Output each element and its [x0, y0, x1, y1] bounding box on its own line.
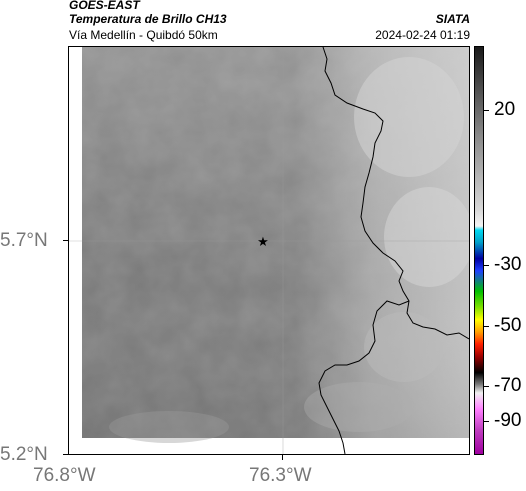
star-icon: ★: [257, 235, 269, 250]
colorbar-tick-minus50: -50: [494, 315, 522, 336]
agency-label: SIATA: [435, 12, 470, 26]
timestamp-label: 2024-02-24 01:19: [375, 28, 470, 42]
graticule: [69, 47, 469, 454]
lon-tickmark-2: [282, 455, 283, 460]
colorbar: [474, 46, 484, 455]
lat-tick-2: 5.2°N: [0, 444, 48, 465]
colorbar-tick-minus90: -90: [494, 410, 522, 431]
satellite-map[interactable]: ★: [68, 46, 470, 455]
lat-tick-1: 5.7°N: [0, 230, 48, 251]
cb-tickmark-2: [484, 265, 489, 266]
colorbar-tick-minus70: -70: [494, 375, 522, 396]
colorbar-tick-20: 20: [494, 99, 516, 120]
product-title: Temperatura de Brillo CH13: [69, 12, 227, 26]
admin-border-line: [322, 47, 469, 340]
satellite-title: GOES-EAST: [69, 0, 140, 12]
brightness-temperature-field: [82, 47, 469, 443]
route-subtitle: Vía Medellín - Quibdó 50km: [69, 28, 218, 42]
lat-tickmark-1: [63, 240, 68, 241]
cb-tickmark-4: [484, 386, 489, 387]
lon-tick-2: 76.3°W: [249, 465, 312, 486]
admin-border-line-2: [318, 300, 410, 454]
cb-tickmark-3: [484, 326, 489, 327]
map-canvas: ★: [69, 47, 469, 454]
lat-tickmark-2: [63, 454, 68, 455]
cb-tickmark-1: [484, 110, 489, 111]
lon-tick-1: 76.8°W: [33, 465, 96, 486]
colorbar-tick-minus30: -30: [494, 254, 522, 275]
cb-tickmark-5: [484, 421, 489, 422]
